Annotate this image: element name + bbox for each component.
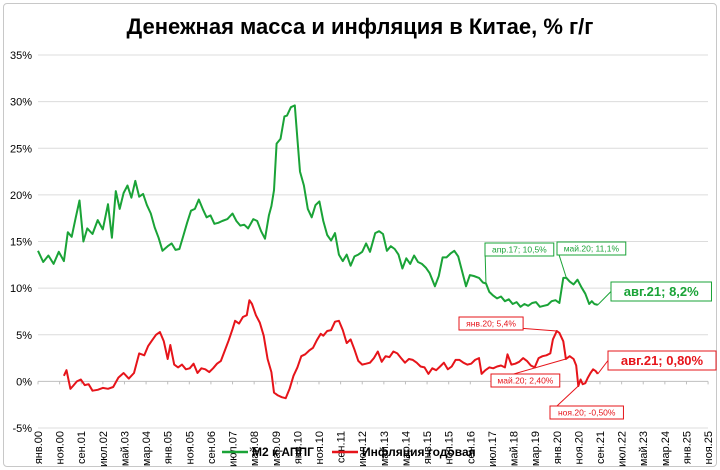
- annotation-infl-last-box: [607, 350, 717, 371]
- annotation-m2-apr17-box: [484, 242, 555, 257]
- y-tick-label: -5%: [12, 423, 32, 435]
- x-tick-label: янв.00: [33, 431, 45, 464]
- x-tick-label: май.03: [119, 431, 131, 466]
- annotation-infl-nov20-box: [549, 405, 624, 420]
- x-tick-label: ноя.15: [444, 431, 456, 464]
- y-tick-label: 35%: [10, 50, 32, 62]
- chart-title: Денежная масса и инфляция в Китае, % г/г: [127, 14, 594, 39]
- x-tick-label: янв.20: [552, 431, 564, 464]
- y-tick-label: 0%: [16, 376, 32, 388]
- x-tick-label: май.08: [249, 431, 261, 466]
- x-tick-label: мар.04: [141, 431, 153, 466]
- x-tick-label: ноя.05: [184, 431, 196, 464]
- x-tick-label: янв.05: [163, 431, 175, 464]
- series-inflation-line: [62, 299, 599, 400]
- series-m2-line: [37, 104, 599, 308]
- annotation-infl-jan20-box: [458, 316, 524, 331]
- legend-label-inflation: Инфляция годовая: [362, 445, 476, 459]
- x-tick-label: мар.24: [660, 431, 672, 466]
- annotation-infl-nov20: ноя.20; -0,50%: [558, 408, 616, 418]
- annotations: апр.17; 10,5% май.20; 11,1% авг.21; 8,2% ян…: [458, 241, 717, 420]
- x-tick-label: сен.16: [465, 431, 477, 464]
- grid: [38, 54, 708, 429]
- x-tick-label: сен.11: [336, 431, 348, 463]
- x-tick-label: ноя.00: [55, 431, 67, 464]
- x-tick-label: ноя.20: [573, 431, 585, 464]
- y-tick-label: 15%: [10, 237, 32, 249]
- annotation-infl-may20: май.20; 2,40%: [497, 376, 553, 386]
- y-tick-label: 10%: [10, 283, 32, 295]
- x-tick-label: мар.19: [530, 431, 542, 466]
- series-lines: [37, 104, 599, 400]
- y-tick-label: 30%: [10, 97, 32, 109]
- x-tick-label: май.18: [509, 431, 521, 466]
- annotation-m2-last-box: [610, 281, 712, 302]
- annotation-m2-last: авг.21; 8,2%: [624, 284, 699, 299]
- x-tick-label: май.23: [638, 431, 650, 466]
- x-tick-label: мар.14: [400, 431, 412, 466]
- annotation-infl-jan20: янв.20; 5,4%: [466, 319, 516, 329]
- legend: М2 к АППГ Инфляция годовая: [222, 445, 476, 459]
- y-axis-ticks: -5% 0% 5% 10% 15% 20% 25% 30% 35%: [10, 50, 32, 435]
- chart-frame: [3, 3, 717, 467]
- annotation-infl-may20-box: [490, 373, 561, 388]
- x-tick-label: янв.25: [681, 431, 693, 464]
- x-axis-ticks: янв.00 ноя.00 сен.01 июл.02 май.03 мар.04 янв.…: [33, 381, 715, 467]
- x-tick-label: ноя.25: [703, 431, 715, 464]
- legend-label-m2: М2 к АППГ: [252, 445, 314, 459]
- annotation-infl-last: авг.21; 0,80%: [621, 353, 704, 368]
- y-tick-label: 5%: [16, 330, 32, 342]
- x-tick-label: май.13: [379, 431, 391, 466]
- x-tick-label: июл.02: [98, 431, 110, 467]
- x-tick-label: июл.12: [357, 431, 369, 467]
- y-tick-label: 25%: [10, 143, 32, 155]
- x-tick-label: сен.06: [206, 431, 218, 464]
- annotation-m2-may20-box: [556, 241, 627, 256]
- annotation-m2-last-leader: [597, 291, 612, 306]
- x-tick-label: сен.21: [595, 431, 607, 464]
- x-tick-label: янв.10: [292, 431, 304, 464]
- x-tick-label: июл.07: [228, 431, 240, 467]
- x-tick-label: сен.01: [76, 431, 88, 464]
- annotation-infl-last-leader: [597, 360, 609, 375]
- x-tick-label: июл.22: [617, 431, 629, 467]
- annotation-m2-apr17: апр.17; 10,5%: [492, 245, 547, 255]
- x-tick-label: ноя.10: [314, 431, 326, 464]
- annotation-m2-may20: май.20; 11,1%: [564, 244, 620, 254]
- y-tick-label: 20%: [10, 190, 32, 202]
- x-tick-label: июл.17: [487, 431, 499, 467]
- x-tick-label: янв.15: [422, 431, 434, 464]
- x-tick-label: мар.09: [271, 431, 283, 466]
